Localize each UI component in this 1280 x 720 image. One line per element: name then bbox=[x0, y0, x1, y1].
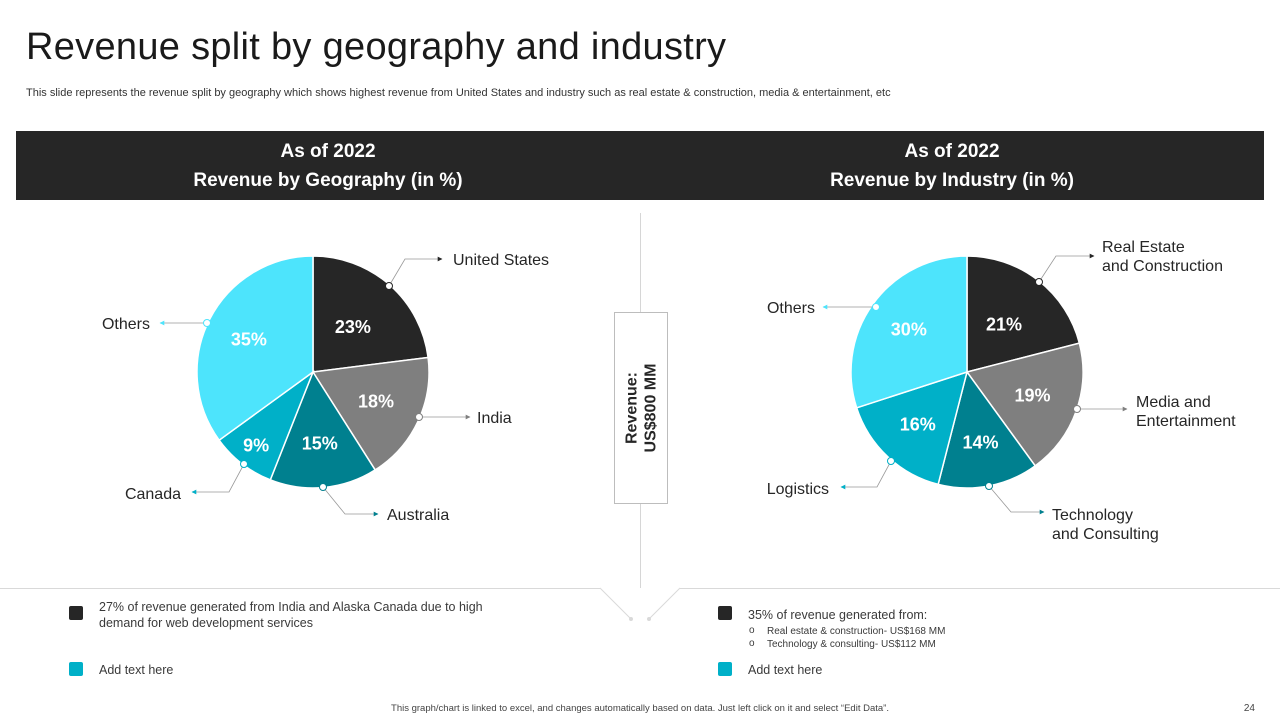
leader-dot-india bbox=[415, 413, 423, 421]
callout-canada: Canada bbox=[125, 486, 181, 503]
geo-slice-label-3: 9% bbox=[243, 435, 269, 455]
leader-dot-canada bbox=[240, 460, 248, 468]
note-left-add-text: Add text here bbox=[99, 663, 174, 677]
total-revenue-box: Revenue: US$800 MM bbox=[614, 312, 668, 504]
note-right-text: 35% of revenue generated from: bbox=[748, 608, 928, 622]
leader-dot-technology bbox=[985, 482, 993, 490]
note-right-bullet-2: Technology & consulting- US$112 MM bbox=[749, 638, 936, 650]
leader-dot-australia bbox=[319, 483, 327, 491]
center-divider-top bbox=[640, 213, 641, 313]
legend-square-dark-right bbox=[718, 606, 732, 620]
geography-pie-chart: 23% 18% 15% 9% 35% bbox=[196, 255, 430, 489]
page-number: 24 bbox=[1243, 703, 1255, 714]
callout-logistics: Logistics bbox=[767, 481, 829, 498]
callout-india: India bbox=[477, 410, 512, 427]
geo-slice-0 bbox=[312, 255, 429, 373]
callout-media-line2: Entertainment bbox=[1136, 413, 1236, 430]
callout-real-estate-line2: and Construction bbox=[1102, 258, 1223, 275]
leader-australia bbox=[322, 486, 379, 517]
bottom-divider-chevron bbox=[599, 587, 681, 621]
callout-others-geo: Others bbox=[102, 316, 150, 333]
geo-slice-label-4: 35% bbox=[231, 329, 267, 349]
geography-chart-year: As of 2022 bbox=[280, 140, 376, 162]
leader-technology bbox=[988, 485, 1045, 515]
geo-slice-label-0: 23% bbox=[335, 317, 371, 337]
leader-logistics bbox=[840, 460, 892, 490]
slide-subtitle: This slide represents the revenue split … bbox=[26, 87, 891, 99]
geo-slice-label-2: 15% bbox=[302, 434, 338, 454]
callout-australia: Australia bbox=[387, 507, 449, 524]
callout-technology-line1: Technology bbox=[1052, 507, 1133, 524]
callout-media-line1: Media and bbox=[1136, 394, 1211, 411]
ind-slice-label-1: 19% bbox=[1014, 386, 1050, 406]
geo-slice-4 bbox=[196, 255, 314, 442]
callout-real-estate-line1: Real Estate bbox=[1102, 239, 1185, 256]
footer-note: This graph/chart is linked to excel, and… bbox=[391, 703, 889, 714]
leader-dot-media bbox=[1073, 405, 1081, 413]
industry-chart-year: As of 2022 bbox=[904, 140, 1000, 162]
geography-leader-lines bbox=[159, 256, 471, 517]
geo-slice-label-1: 18% bbox=[358, 392, 394, 412]
leader-canada bbox=[191, 463, 245, 495]
leader-real-estate bbox=[1038, 253, 1095, 283]
leader-dot-logistics bbox=[887, 457, 895, 465]
center-divider-bottom bbox=[640, 503, 641, 588]
callout-united-states: United States bbox=[453, 252, 549, 269]
industry-pie-chart: 21% 19% 14% 16% 30% bbox=[850, 255, 1084, 489]
legend-square-cyan-right bbox=[718, 662, 732, 676]
legend-square-cyan-left bbox=[69, 662, 83, 676]
callout-others-ind: Others bbox=[767, 300, 815, 317]
bottom-divider-left bbox=[0, 588, 600, 589]
ind-slice-label-0: 21% bbox=[986, 314, 1022, 334]
ind-slice-label-4: 30% bbox=[891, 320, 927, 340]
industry-leader-lines bbox=[822, 253, 1128, 515]
note-right-add-text: Add text here bbox=[748, 663, 823, 677]
leader-dot-others-ind bbox=[872, 303, 880, 311]
geography-chart-title: Revenue by Geography (in %) bbox=[193, 169, 463, 191]
note-right-bullet-1: Real estate & construction- US$168 MM bbox=[749, 625, 945, 637]
slide-title: Revenue split by geography and industry bbox=[26, 26, 727, 68]
leader-dot-others-geo bbox=[203, 319, 211, 327]
leader-dot-real-estate bbox=[1035, 278, 1043, 286]
leader-dot-united-states bbox=[385, 282, 393, 290]
note-left-text: 27% of revenue generated from India and … bbox=[99, 600, 483, 630]
legend-square-dark-left bbox=[69, 606, 83, 620]
ind-slice-label-2: 14% bbox=[962, 433, 998, 453]
header-band: As of 2022 Revenue by Geography (in %) A… bbox=[16, 131, 1264, 200]
leader-united-states bbox=[388, 256, 443, 287]
callout-technology-line2: and Consulting bbox=[1052, 526, 1159, 543]
industry-chart-header: As of 2022 Revenue by Industry (in %) bbox=[640, 131, 1264, 200]
industry-chart-title: Revenue by Industry (in %) bbox=[830, 169, 1074, 191]
ind-slice-3 bbox=[855, 370, 969, 486]
geo-slice-1 bbox=[311, 356, 430, 471]
bottom-divider-right bbox=[680, 588, 1280, 589]
ind-slice-label-3: 16% bbox=[900, 414, 936, 434]
geography-chart-header: As of 2022 Revenue by Geography (in %) bbox=[16, 131, 640, 200]
ind-slice-4 bbox=[850, 255, 968, 409]
